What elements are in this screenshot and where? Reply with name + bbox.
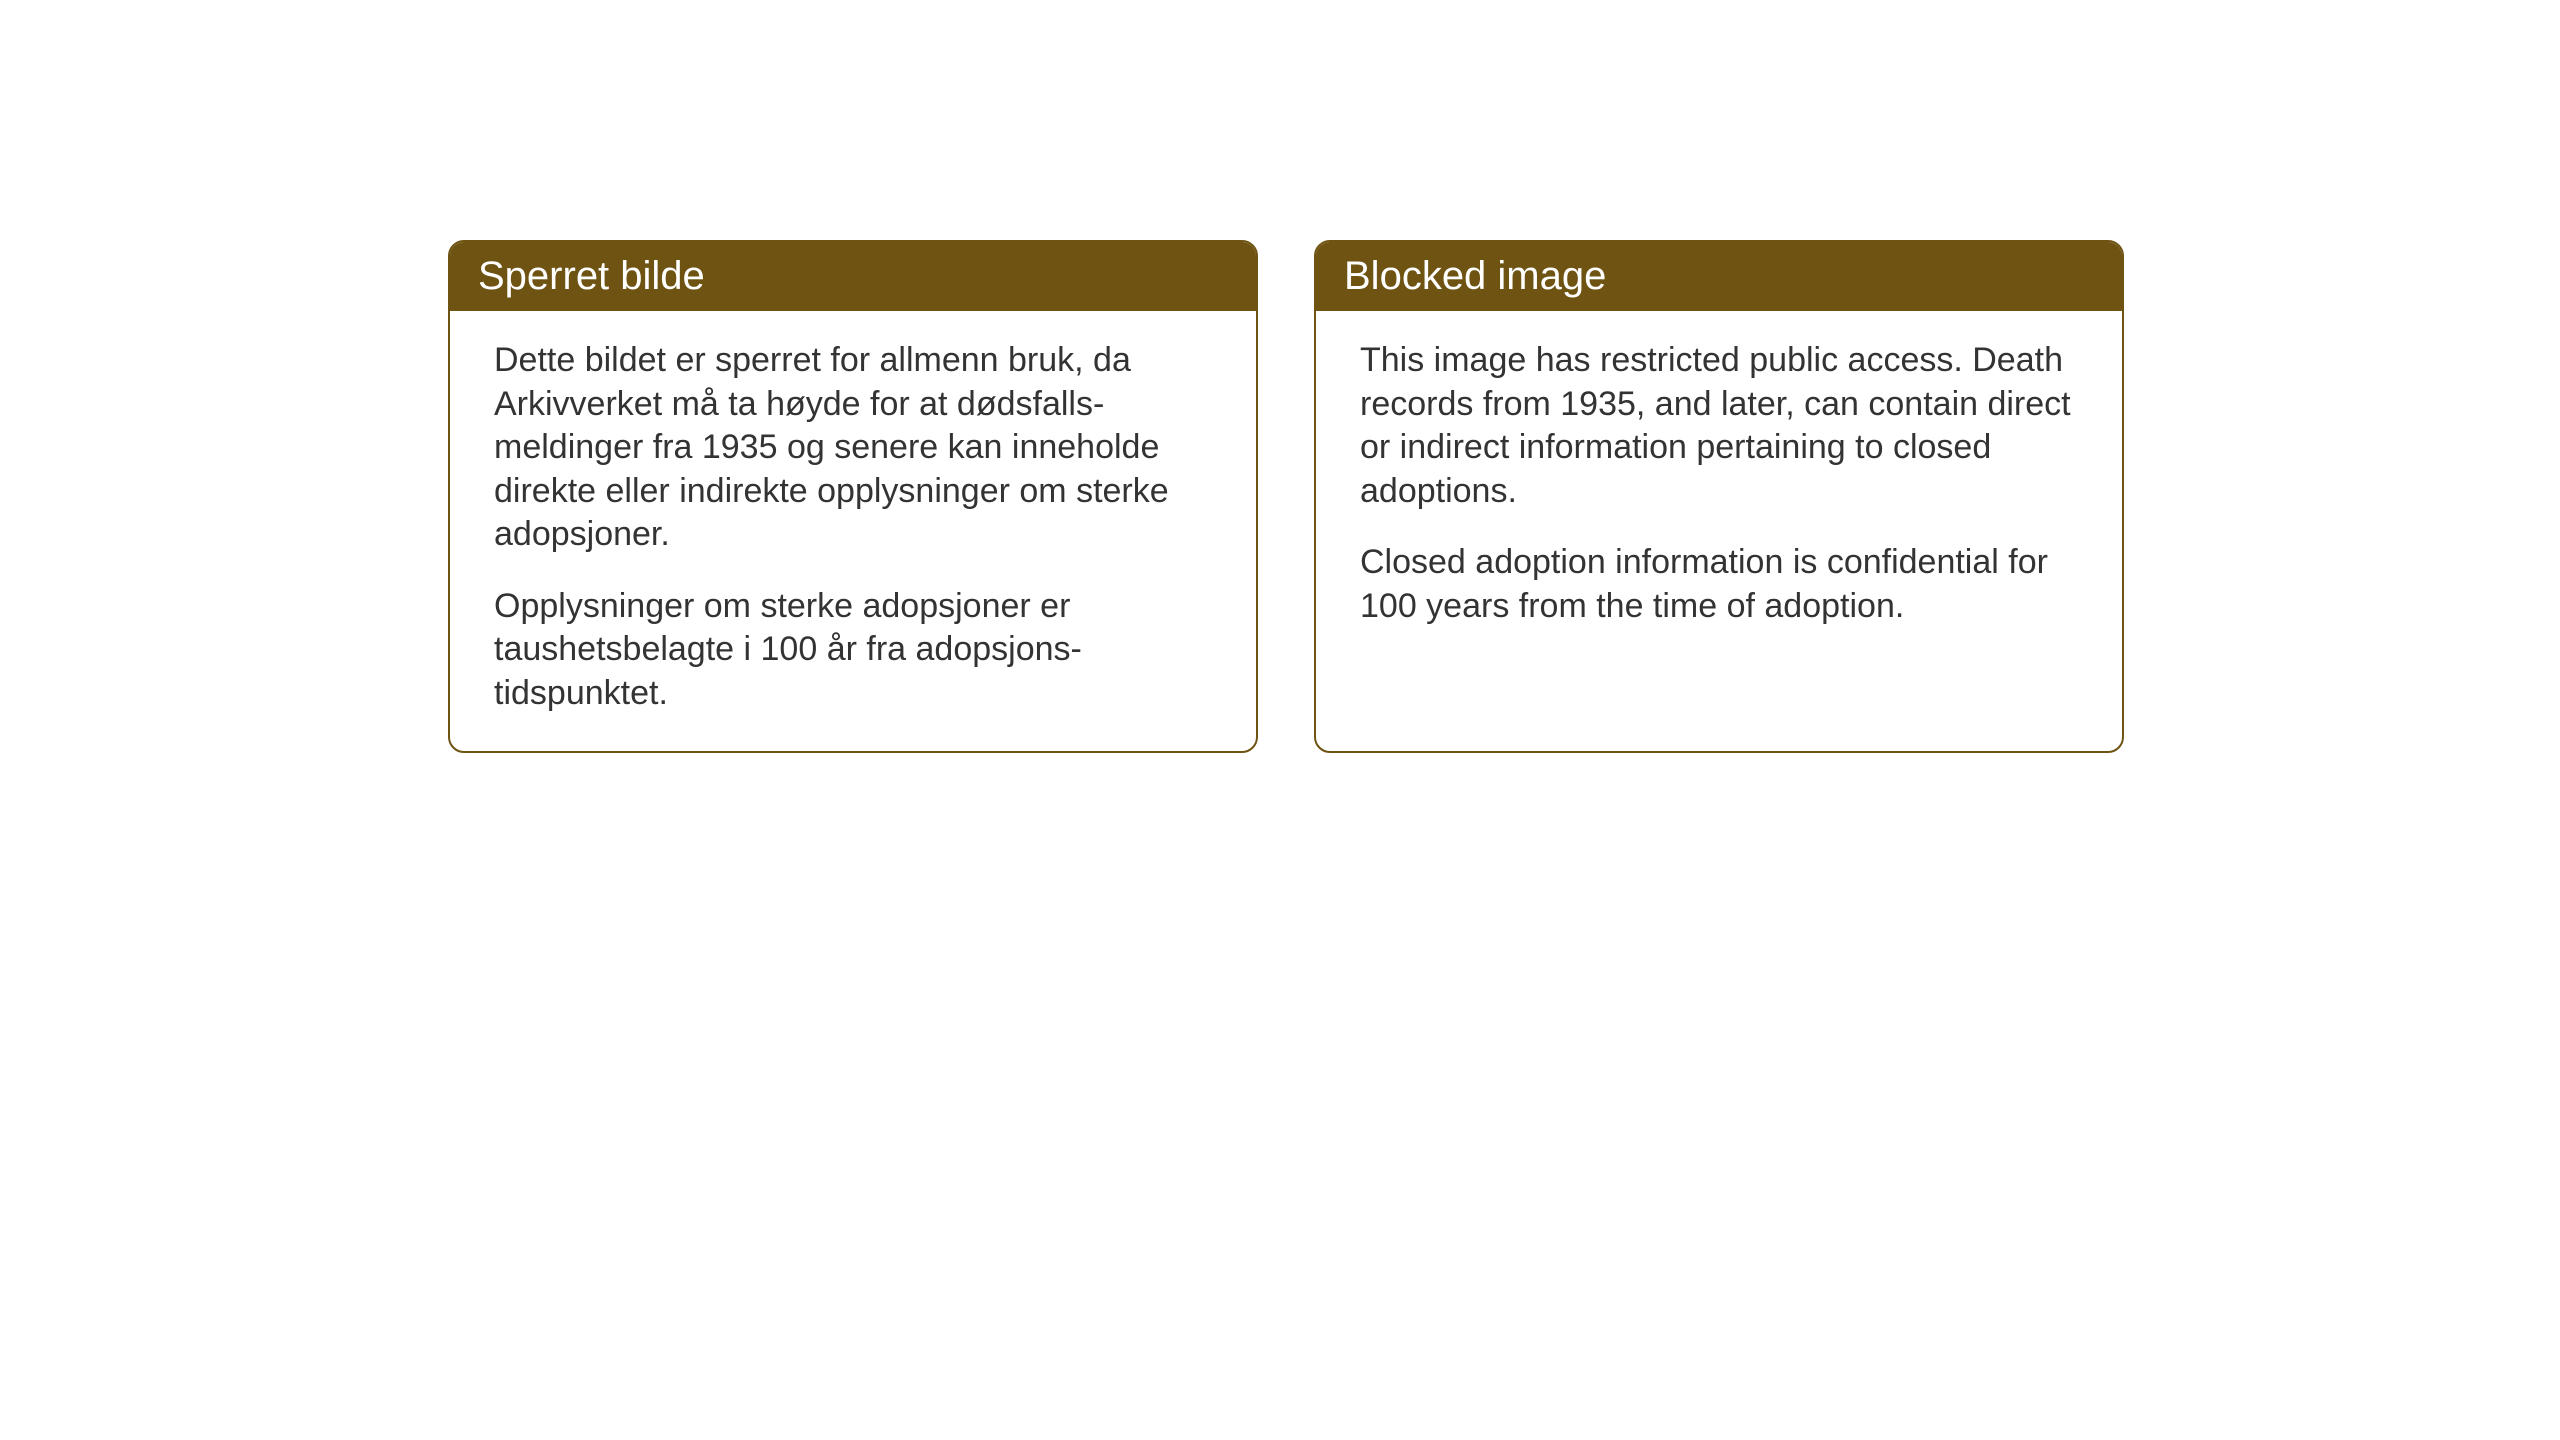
cards-container: Sperret bilde Dette bildet er sperret fo… (448, 240, 2124, 753)
norwegian-card: Sperret bilde Dette bildet er sperret fo… (448, 240, 1258, 753)
norwegian-paragraph-1: Dette bildet er sperret for allmenn bruk… (494, 339, 1212, 557)
norwegian-card-body: Dette bildet er sperret for allmenn bruk… (450, 311, 1256, 751)
english-card: Blocked image This image has restricted … (1314, 240, 2124, 753)
english-card-title: Blocked image (1316, 242, 2122, 311)
norwegian-card-title: Sperret bilde (450, 242, 1256, 311)
english-card-body: This image has restricted public access.… (1316, 311, 2122, 664)
norwegian-paragraph-2: Opplysninger om sterke adopsjoner er tau… (494, 585, 1212, 716)
english-paragraph-1: This image has restricted public access.… (1360, 339, 2078, 513)
english-paragraph-2: Closed adoption information is confident… (1360, 541, 2078, 628)
